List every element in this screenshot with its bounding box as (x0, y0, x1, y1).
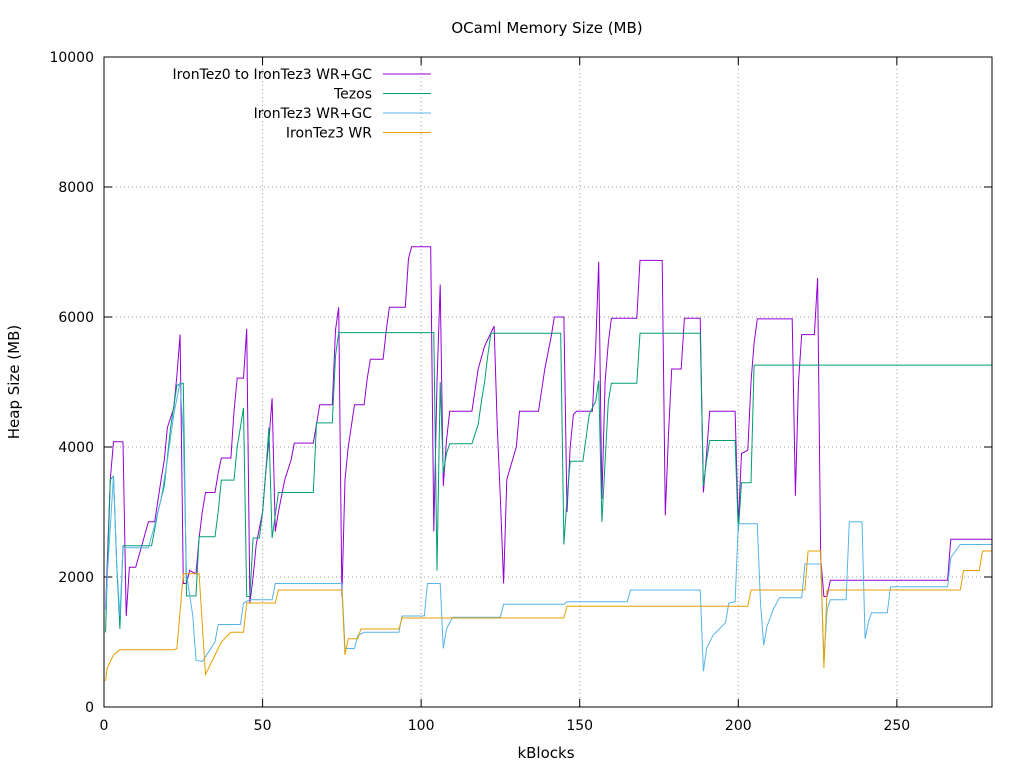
y-tick-label: 8000 (58, 180, 94, 196)
legend-label-1: Tezos (333, 87, 372, 103)
x-axis-label: kBlocks (517, 744, 574, 762)
series-line-0 (105, 246, 992, 617)
y-tick-label: 2000 (58, 570, 94, 586)
x-tick-label: 100 (408, 718, 435, 734)
grid (103, 56, 992, 708)
series (105, 246, 992, 682)
x-tick-label: 150 (566, 718, 593, 734)
y-tick-label: 4000 (58, 440, 94, 456)
legend-label-3: IronTez3 WR (286, 126, 372, 142)
x-tick-label: 250 (883, 718, 910, 734)
legend-label-2: IronTez3 WR+GC (254, 106, 373, 122)
tick-labels: 0 2000 4000 6000 8000 10000 0 50 100 150 200 250 (49, 50, 910, 734)
y-tick-label: 0 (85, 700, 94, 716)
x-tick-label: 0 (100, 718, 109, 734)
series-line-3 (105, 550, 992, 682)
series-line-1 (105, 332, 992, 633)
legend-label-0: IronTez0 to IronTez3 WR+GC (173, 67, 373, 83)
x-tick-label: 50 (254, 718, 272, 734)
y-tick-label: 6000 (58, 310, 94, 326)
x-tick-label: 200 (725, 718, 752, 734)
y-axis-label: Heap Size (MB) (5, 325, 23, 440)
chart-title: OCaml Memory Size (MB) (451, 19, 642, 37)
y-tick-label: 10000 (49, 50, 94, 66)
legend: IronTez0 to IronTez3 WR+GC Tezos IronTez3 … (173, 67, 431, 142)
plot-border (103, 56, 993, 708)
